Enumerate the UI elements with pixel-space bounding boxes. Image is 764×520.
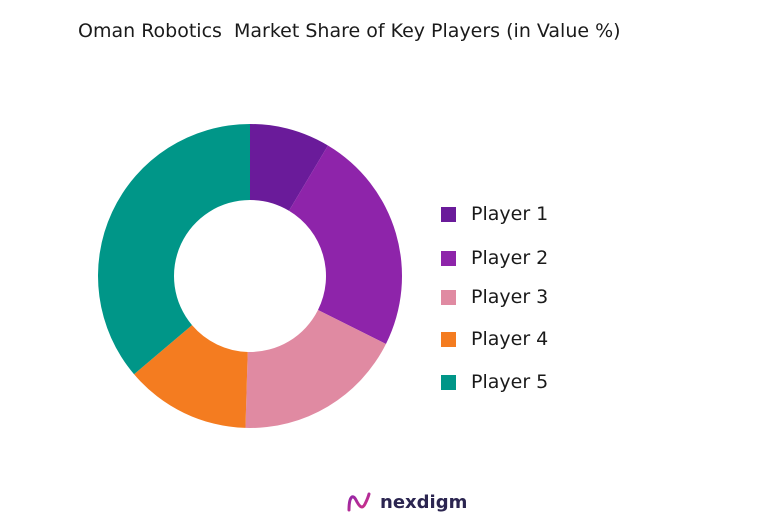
legend-swatch [441,331,456,347]
legend-item-player-3: Player 3 [441,285,548,309]
legend-swatch [441,206,456,222]
legend-swatch [441,374,456,390]
legend-swatch [441,289,456,305]
donut-slice-player-3 [245,309,386,428]
legend-label: Player 1 [471,203,549,225]
donut-slice-player-5 [98,124,251,375]
legend-item-player-4: Player 4 [441,327,548,351]
chart-title: Oman Robotics Market Share of Key Player… [78,20,621,42]
legend-item-player-1: Player 1 [441,202,548,226]
brand-logo: nexdigm [346,490,467,514]
brand-name: nexdigm [380,491,468,513]
legend-item-player-5: Player 5 [441,370,548,394]
donut-slice-player-2 [288,145,403,344]
legend-label: Player 3 [471,286,549,308]
legend-label: Player 5 [471,371,549,393]
nexdigm-logo-icon [347,492,371,512]
legend-swatch [441,250,456,266]
donut-slice-player-4 [134,325,248,428]
legend-label: Player 2 [471,247,549,269]
donut-slice-player-1 [250,124,328,211]
legend-label: Player 4 [471,328,549,350]
legend-item-player-2: Player 2 [441,246,548,270]
